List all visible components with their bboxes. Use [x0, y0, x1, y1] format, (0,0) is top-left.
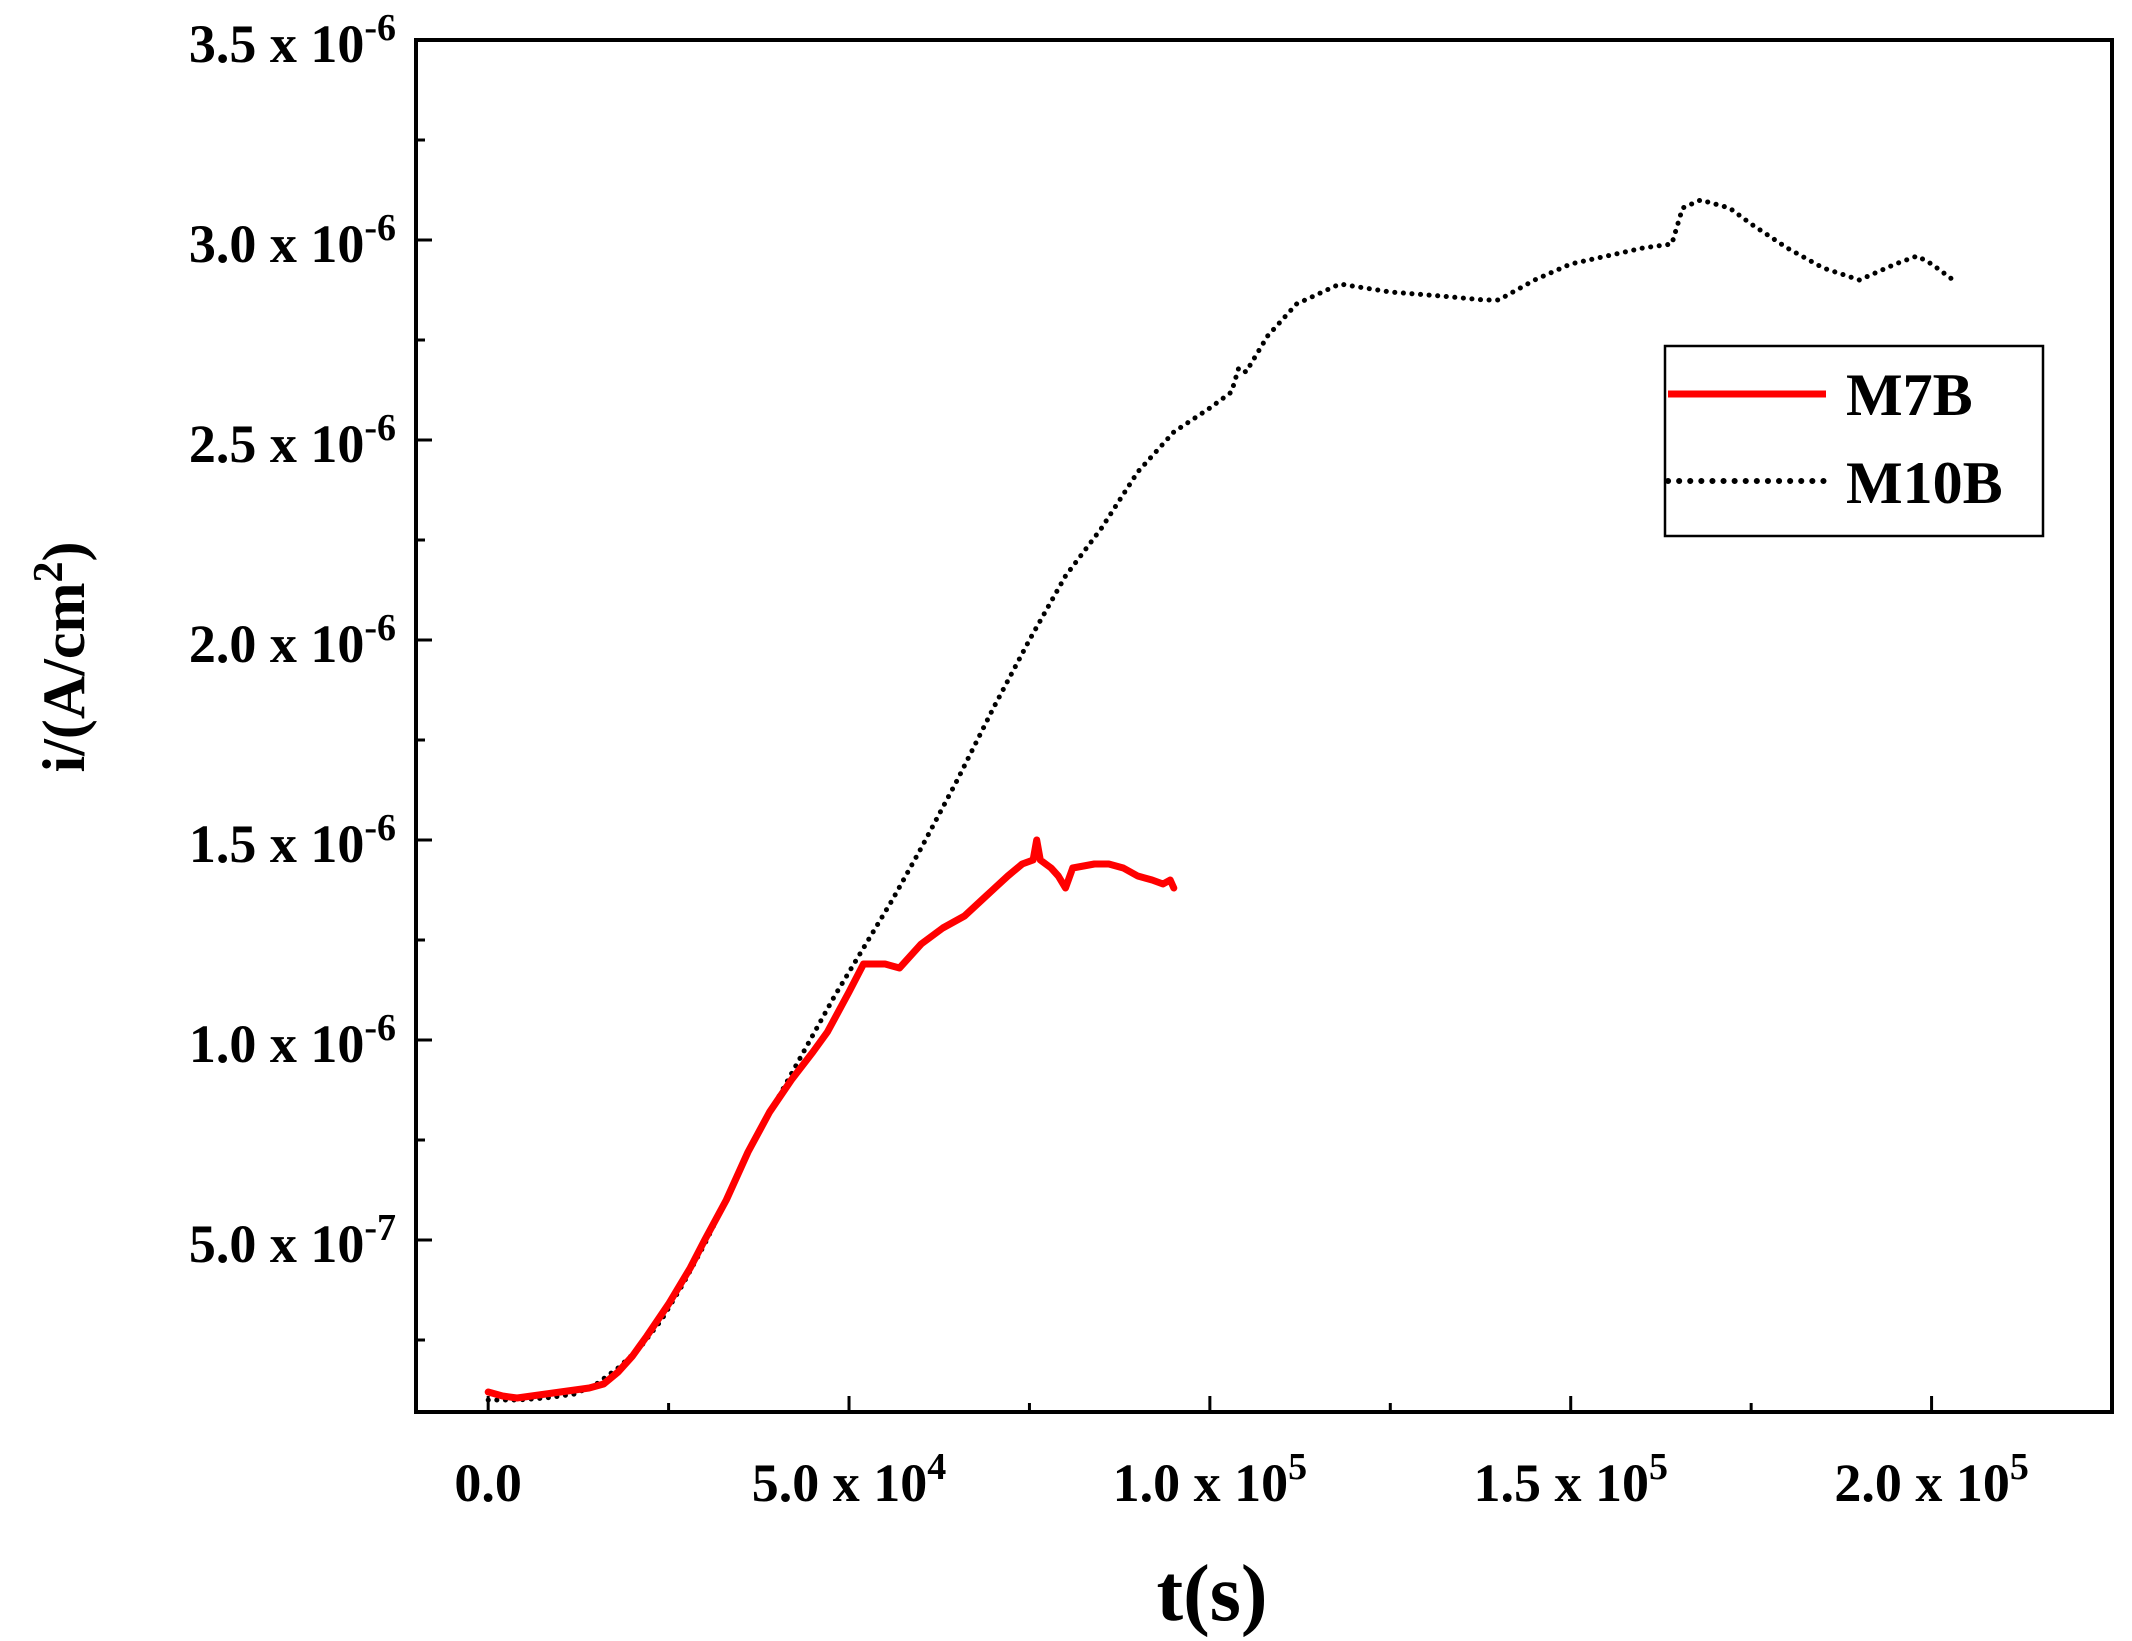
x-tick-label: 2.0 x 105 [1834, 1446, 2029, 1513]
y-tick-labels: 5.0 x 10-7 1.0 x 10-6 1.5 x 10-6 2.0 x 10-6… [189, 7, 396, 1274]
series-layer [484, 197, 1956, 1403]
y-tick-label: 1.0 x 10-6 [189, 1007, 396, 1074]
y-tick-label: 5.0 x 10-7 [189, 1207, 396, 1274]
x-axis-title: t(s) [1156, 1550, 1267, 1638]
y-axis-title-sup: 2 [26, 562, 72, 583]
x-tick-label: 1.0 x 105 [1113, 1446, 1308, 1513]
y-axis-title: i/(A/cm2) [26, 542, 97, 773]
plot-frame [414, 38, 2114, 1414]
series-line-m7b [484, 836, 1178, 1402]
legend-box [1663, 344, 2045, 538]
y-axis-title-main: i/(A/cm [31, 583, 97, 773]
y-tick-label: 3.0 x 10-6 [189, 207, 396, 274]
x-tick-label: 0.0 [454, 1453, 522, 1513]
x-tick-label: 1.5 x 105 [1473, 1446, 1668, 1513]
y-tick-label: 1.5 x 10-6 [189, 807, 396, 874]
x-tick-label: 5.0 x 104 [752, 1446, 946, 1513]
x-tick-labels: 0.0 5.0 x 104 1.0 x 105 1.5 x 105 2.0 x 105 [454, 1446, 2028, 1513]
legend-label-m7b: M7B [1846, 362, 1973, 428]
y-tick-label: 2.5 x 10-6 [189, 407, 396, 474]
y-axis-title-close: ) [31, 542, 97, 562]
plot-area [414, 38, 2114, 1414]
y-tick-label: 3.5 x 10-6 [189, 7, 396, 74]
legend-label-m10b: M10B [1846, 450, 2003, 516]
ticks-layer [416, 38, 2114, 1412]
legend: M7B M10B [1663, 344, 2045, 538]
y-tick-label: 2.0 x 10-6 [189, 607, 396, 674]
